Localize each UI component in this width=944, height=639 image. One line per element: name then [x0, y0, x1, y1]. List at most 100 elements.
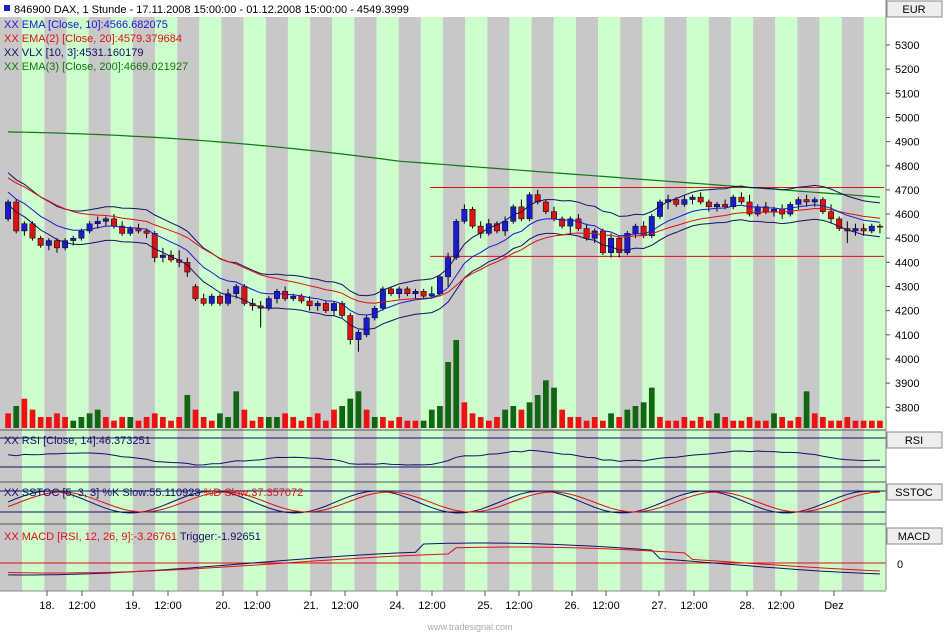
candle-body: [722, 204, 729, 208]
candle-body: [591, 230, 598, 239]
candle-body: [771, 208, 777, 212]
volume-bar: [811, 413, 818, 428]
candle-body: [502, 221, 509, 232]
volume-bar: [697, 417, 704, 428]
candle-body: [461, 208, 468, 222]
volume-bar: [274, 417, 280, 428]
candle-body: [396, 288, 403, 294]
trigger-line: [8, 546, 880, 574]
time-tick-label: Dez: [824, 600, 844, 612]
price-tick-label: 4200: [895, 306, 919, 318]
volume-bar: [103, 417, 109, 428]
time-tick-label: 12:00: [767, 600, 795, 612]
volume-bar: [184, 395, 191, 428]
time-tick-label: 25.: [477, 600, 492, 612]
volume-bar: [494, 417, 500, 428]
volume-bar: [388, 420, 394, 428]
stripe-closed: [398, 17, 421, 591]
volume-bar: [648, 387, 655, 428]
candle-body: [151, 233, 158, 258]
candle-body: [673, 199, 680, 205]
volume-bar: [151, 413, 158, 428]
stripe-open: [642, 17, 665, 591]
volume-bar: [437, 406, 443, 428]
time-tick-label: 28.: [739, 600, 754, 612]
candle-body: [331, 303, 337, 311]
candle-body: [54, 240, 60, 249]
time-tick-label: 12:00: [331, 600, 359, 612]
rsi-axis-box: [886, 431, 943, 449]
volume-bar: [192, 409, 199, 428]
time-tick-label: 20.: [215, 600, 230, 612]
candle-body: [534, 194, 541, 203]
candle-body: [485, 223, 492, 234]
stripe-closed: [265, 17, 288, 591]
candle-body: [412, 291, 419, 294]
volume-bar: [420, 420, 427, 428]
candle-body: [29, 223, 36, 239]
candle-body: [730, 196, 737, 208]
volume-bar: [404, 420, 411, 428]
rsi-line: [8, 449, 880, 466]
volume-bar: [746, 417, 753, 428]
candle-body: [787, 204, 794, 215]
candle-body: [445, 257, 452, 278]
volume-bar: [754, 420, 761, 428]
volume-bar: [877, 420, 883, 428]
time-tick-label: 12:00: [505, 600, 533, 612]
candle-body: [111, 218, 117, 227]
volume-bar: [502, 409, 508, 428]
sstoc-k-line: [7, 490, 880, 514]
time-tick-label: 26.: [564, 600, 579, 612]
price-tick-label: 4600: [895, 209, 919, 221]
volume-bar: [689, 420, 696, 428]
volume-bar: [657, 417, 663, 428]
volume-bar: [551, 387, 557, 428]
legend-rsi[interactable]: XX RSI [Close, 14]:46.373251: [4, 435, 151, 447]
legend-vlx[interactable]: XX VLX [10, 3]:4531.160179: [4, 47, 143, 59]
volume-bar: [347, 398, 354, 428]
volume-bar: [453, 340, 460, 428]
legend-ema10[interactable]: XX EMA [Close, 10]:4566.682075: [4, 19, 168, 31]
candle-body: [314, 303, 321, 307]
price-tick-label: 4500: [895, 233, 919, 245]
stripe-closed: [575, 17, 599, 591]
volume-bar: [363, 409, 370, 428]
ema20-line: [7, 177, 880, 304]
candle-body: [542, 201, 549, 212]
candle-body: [70, 237, 77, 241]
candle-body: [45, 240, 52, 246]
stripe-open: [553, 17, 576, 591]
stripe-open: [509, 17, 532, 591]
legend-macd[interactable]: XX MACD [RSI, 12, 26, 9]:-3.26761 Trigge…: [4, 531, 261, 543]
candle-body: [298, 295, 305, 302]
time-axis: 18. 12:00 19. 12:00 20. 12:00 21. 12:00 24. 12:00…: [39, 591, 844, 612]
volume-bar: [86, 413, 93, 428]
candle-body: [852, 228, 859, 232]
candle-body: [13, 201, 20, 232]
candle-body: [119, 225, 126, 234]
stripe-closed: [0, 17, 23, 591]
volume-bar: [510, 406, 517, 428]
legend-sstoc[interactable]: XX SSTOC [5, 3, 3] %K Slow:55.110923 %D …: [4, 487, 303, 499]
candle-body: [632, 225, 639, 234]
price-tick-label: 5000: [895, 112, 919, 124]
time-tick-label: 24.: [389, 600, 404, 612]
candle-body: [428, 293, 435, 297]
legend-ema20[interactable]: XX EMA(2) [Close, 20]:4579.379684: [4, 33, 182, 45]
candle-body: [624, 233, 631, 253]
volume-bar: [567, 417, 574, 428]
sub-panels: [0, 437, 886, 576]
candle-body: [290, 295, 297, 299]
price-tick-label: 5100: [895, 88, 919, 100]
volume-bar: [380, 417, 386, 428]
volume-bar: [127, 417, 134, 428]
stripe-open: [863, 17, 886, 591]
time-tick-label: 12:00: [68, 600, 96, 612]
candle-body: [876, 225, 883, 228]
legend-ema200[interactable]: XX EMA(3) [Close, 200]:4669.021927: [4, 61, 188, 73]
candle-body: [559, 218, 566, 227]
volume-bar: [70, 420, 77, 428]
vlx-line: [7, 204, 880, 331]
volume-bar: [608, 413, 614, 428]
